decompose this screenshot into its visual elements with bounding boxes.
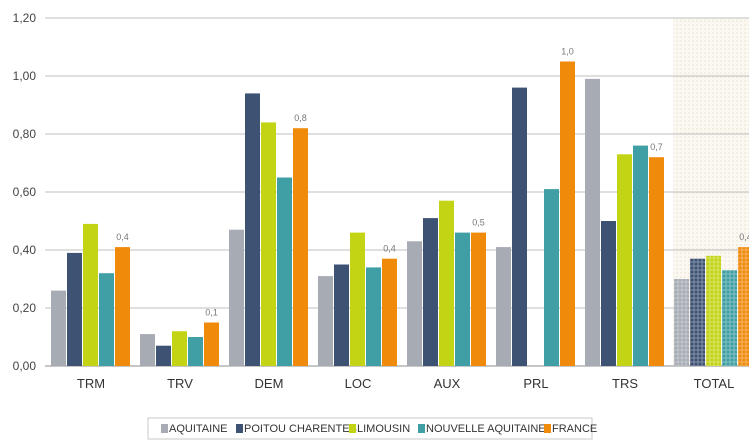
x-category-label: TOTAL — [694, 376, 735, 391]
x-category-label: PRL — [523, 376, 548, 391]
data-label: 0,8 — [294, 113, 307, 123]
bar-nouvelle-aquitaine-dem — [277, 177, 292, 366]
legend-swatch — [349, 424, 356, 433]
data-label: 0,5 — [472, 218, 485, 228]
data-label: 0,4 — [739, 232, 749, 242]
legend-label: NOUVELLE AQUITAINE — [426, 423, 546, 435]
legend-label: AQUITAINE — [169, 423, 227, 435]
data-label: 1,0 — [561, 47, 574, 57]
bar-aquitaine-trv — [140, 334, 155, 366]
bar-limousin-trs — [617, 154, 632, 366]
bar-hatch-overlay — [738, 247, 749, 366]
bar-poitou-charentes-dem — [245, 93, 260, 367]
bar-poitou-charentes-prl — [512, 87, 527, 366]
bar-nouvelle-aquitaine-loc — [366, 267, 381, 366]
bar-france-loc — [382, 258, 397, 366]
legend-swatch — [544, 424, 551, 433]
y-tick-label: 0,80 — [13, 127, 37, 141]
legend-label: POITOU CHARENTES — [244, 423, 357, 435]
x-category-label: TRS — [612, 376, 638, 391]
bar-aquitaine-prl — [496, 247, 511, 366]
bar-aquitaine-dem — [229, 229, 244, 366]
legend-swatch — [236, 424, 243, 433]
x-category-label: DEM — [255, 376, 284, 391]
bar-aquitaine-trm — [51, 290, 66, 366]
legend-swatch — [161, 424, 168, 433]
bar-nouvelle-aquitaine-prl — [544, 189, 559, 366]
bars — [51, 61, 749, 367]
labels: 0,00 0,20 0,40 0,60 0,80 1,00 1,20 0,4 TRM 0,1 TRV… — [13, 11, 749, 391]
bar-france-dem — [293, 128, 308, 366]
bar-poitou-charentes-aux — [423, 218, 438, 366]
bar-poitou-charentes-trs — [601, 221, 616, 366]
bar-limousin-trm — [83, 223, 98, 366]
bar-france-trm — [115, 247, 130, 366]
bar-limousin-aux — [439, 200, 454, 366]
bar-poitou-charentes-loc — [334, 264, 349, 366]
y-tick-label: 0,20 — [13, 301, 37, 315]
legend: AQUITAINE POITOU CHARENTES LIMOUSIN NOUVELL… — [147, 417, 597, 440]
x-category-label: TRM — [77, 376, 105, 391]
y-tick-label: 0,40 — [13, 243, 37, 257]
data-label: 0,7 — [650, 142, 663, 152]
bar-poitou-charentes-trv — [156, 345, 171, 366]
bar-hatch-overlay — [690, 258, 705, 366]
bar-france-aux — [471, 232, 486, 366]
bar-nouvelle-aquitaine-aux — [455, 232, 470, 366]
bar-nouvelle-aquitaine-trm — [99, 273, 114, 366]
bar-limousin-dem — [261, 122, 276, 367]
bar-france-trs — [649, 157, 664, 366]
x-category-label: LOC — [345, 376, 372, 391]
legend-box — [147, 417, 593, 440]
bar-limousin-loc — [350, 232, 365, 366]
bar-france-trv — [204, 322, 219, 366]
x-category-label: AUX — [434, 376, 461, 391]
bar-aquitaine-aux — [407, 241, 422, 366]
legend-label: LIMOUSIN — [357, 423, 410, 435]
bar-nouvelle-aquitaine-trv — [188, 337, 203, 366]
data-label: 0,1 — [205, 308, 218, 318]
data-label: 0,4 — [116, 232, 129, 242]
legend-label: FRANCE — [552, 423, 597, 435]
bar-limousin-trv — [172, 331, 187, 366]
legend-swatch — [418, 424, 425, 433]
bar-nouvelle-aquitaine-trs — [633, 145, 648, 366]
y-tick-label: 1,00 — [13, 69, 37, 83]
data-label: 0,4 — [383, 244, 396, 254]
bar-hatch-overlay — [674, 279, 689, 366]
bar-poitou-charentes-trm — [67, 252, 82, 366]
y-tick-label: 0,60 — [13, 185, 37, 199]
bar-aquitaine-loc — [318, 276, 333, 366]
y-tick-label: 0,00 — [13, 359, 37, 373]
y-tick-label: 1,20 — [13, 11, 37, 25]
x-category-label: TRV — [167, 376, 193, 391]
bar-aquitaine-trs — [585, 78, 600, 367]
bar-hatch-overlay — [706, 255, 721, 366]
bar-france-prl — [560, 61, 575, 366]
bar-hatch-overlay — [722, 270, 737, 366]
